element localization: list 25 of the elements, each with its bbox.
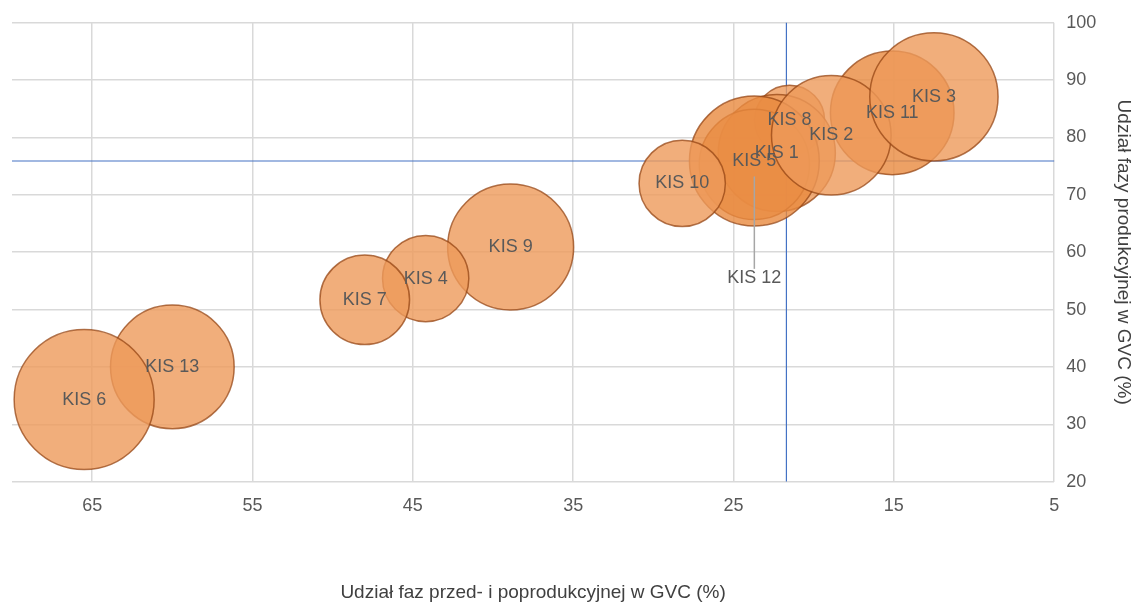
- series-label: KIS 13: [145, 355, 200, 376]
- x-tick-label: 15: [883, 495, 904, 516]
- y-tick-label: 60: [1066, 241, 1087, 262]
- text: KIS 12: [727, 266, 782, 287]
- y-tick-label: 30: [1066, 413, 1087, 434]
- series-label: KIS 6: [62, 388, 107, 409]
- x-tick-label: 45: [402, 495, 423, 516]
- x-tick-label: 5: [1049, 495, 1060, 516]
- x-tick-label: 35: [563, 495, 584, 516]
- y-tick-label: 50: [1066, 298, 1087, 319]
- y-tick-label: 80: [1066, 126, 1087, 147]
- y-axis-title: Udział fazy produkcyjnej w GVC (%): [1114, 99, 1136, 405]
- y-tick-label: 70: [1066, 183, 1087, 204]
- y-tick-label: 100: [1066, 11, 1097, 32]
- x-tick-label: 65: [82, 495, 103, 516]
- series-label: KIS 4: [403, 267, 448, 288]
- y-tick-label: 20: [1066, 470, 1087, 491]
- y-tick-label: 90: [1066, 69, 1087, 90]
- series-label: KIS 9: [488, 236, 533, 257]
- x-tick-label: 55: [242, 495, 263, 516]
- y-tick-label: 40: [1066, 355, 1087, 376]
- x-axis-title: Udział faz przed- i poprodukcyjnej w GVC (%): [340, 580, 726, 602]
- series-label: KIS 7: [342, 288, 387, 309]
- series-label: KIS 10: [655, 172, 710, 193]
- x-tick-label: 25: [723, 495, 744, 516]
